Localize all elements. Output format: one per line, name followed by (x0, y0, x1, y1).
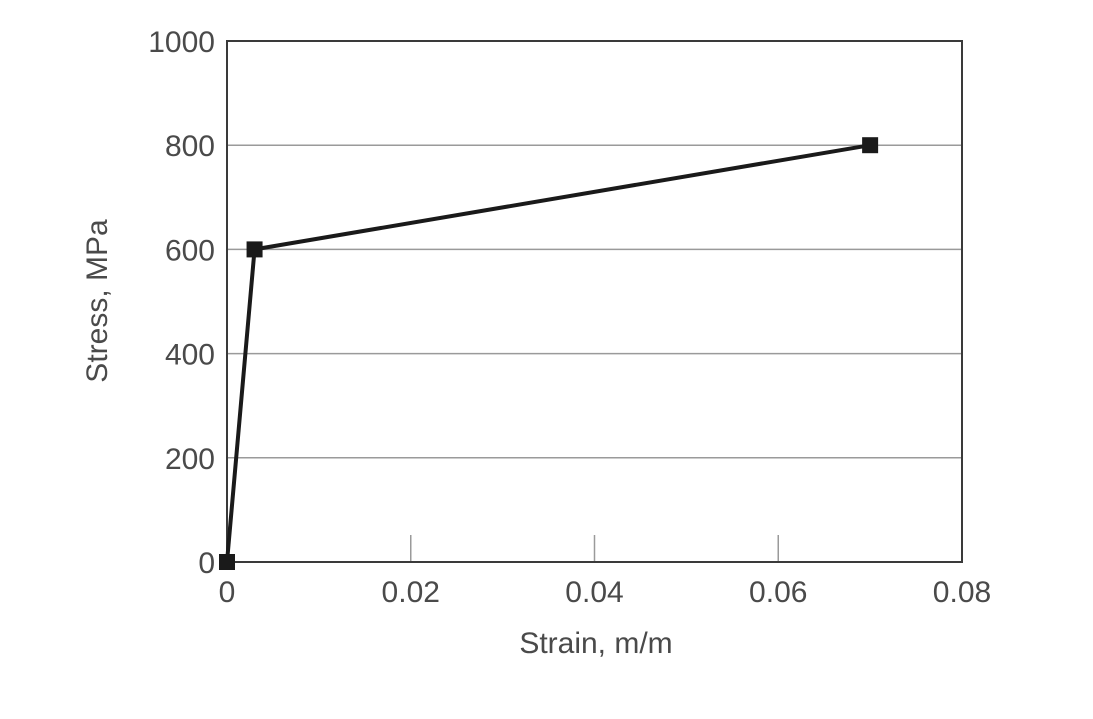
x-tick-label: 0.06 (749, 576, 807, 609)
plot-frame (226, 40, 963, 563)
x-tick-label: 0.04 (565, 576, 623, 609)
y-tick-label: 800 (165, 130, 215, 163)
x-tick-labels: 0 0.02 0.04 0.06 0.08 (219, 576, 992, 609)
y-tick-label: 600 (165, 234, 215, 267)
x-axis-title: Strain, m/m (519, 627, 672, 660)
x-tick-marks (410, 535, 779, 562)
x-tick-label: 0.08 (933, 576, 991, 609)
data-point-marker (246, 241, 263, 258)
data-point-marker (219, 554, 235, 570)
y-tick-labels: 0 200 400 600 800 1000 (148, 26, 215, 580)
y-tick-label: 200 (165, 443, 215, 476)
x-tick-label: 0.02 (382, 576, 440, 609)
y-tick-label: 400 (165, 339, 215, 372)
y-tick-label: 1000 (148, 26, 215, 59)
data-series (219, 137, 879, 570)
x-tick-label: 0 (219, 576, 236, 609)
y-tick-label: 0 (198, 547, 215, 580)
grid-lines (227, 144, 962, 459)
y-axis-title: Stress, MPa (81, 219, 114, 383)
data-point-marker (862, 137, 879, 154)
